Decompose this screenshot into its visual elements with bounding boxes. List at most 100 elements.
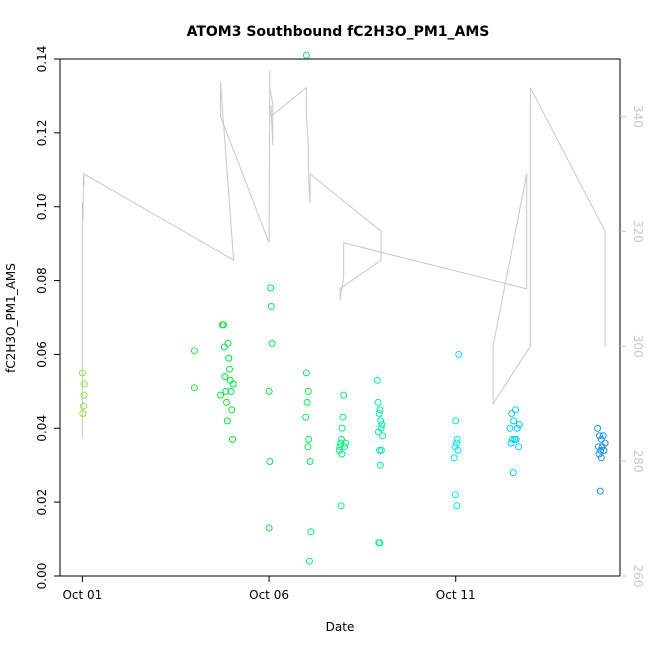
data-point [306,458,314,465]
data-point [266,458,274,465]
data-point [376,539,384,547]
data-point [78,369,86,377]
data-point [455,350,463,358]
data-point [512,406,519,414]
data-point [227,387,235,395]
data-point [228,406,236,414]
data-point [596,432,603,440]
data-point [594,424,602,432]
data-point [378,421,386,429]
data-point [190,384,198,392]
data-point [341,443,348,451]
y2-axis: 260 280 300 320 340 [620,105,645,587]
data-point [307,528,315,536]
chart-title: ATOM3 Southbound fC2H3O_PM1_AMS [187,24,490,40]
data-point [217,391,224,399]
data-point [594,443,602,451]
data-point [267,302,275,310]
data-point [302,51,310,59]
data-point [597,446,605,454]
data-point [507,439,515,447]
data-point [454,446,462,454]
data-point [80,402,87,410]
data-point [305,557,313,565]
data-point [229,435,236,443]
line-series-layer [81,70,606,439]
data-point [225,354,233,362]
data-point [340,391,348,399]
data-point [375,428,382,436]
data-point [265,387,273,395]
data-point [453,439,460,447]
data-point [267,284,275,292]
data-point [221,373,229,381]
y-tick-label: 0.02 [35,489,49,516]
y-tick-label: 0.08 [35,267,49,294]
data-point [80,380,88,388]
data-point [453,502,461,510]
data-point [599,432,607,440]
data-point [508,410,516,417]
data-point [336,443,344,451]
plot-frame [59,58,621,577]
data-point [376,406,384,414]
data-point [222,387,230,395]
y-tick-label: 0.12 [35,119,49,146]
data-point [512,435,520,443]
data-point [595,450,603,458]
data-point [224,339,232,347]
data-point [597,454,605,462]
y-axis-label: fC2H3O_PM1_AMS [4,263,18,373]
data-point [509,469,517,477]
data-point [515,421,523,429]
y2-tick-label: 280 [631,450,645,473]
data-point [342,439,350,447]
data-point [305,435,313,443]
data-point [375,410,383,417]
data-point [220,321,227,329]
data-point [304,387,312,395]
data-point [376,461,384,469]
y-tick-label: 0.04 [35,415,49,442]
data-point [377,417,385,425]
data-point [226,365,233,373]
data-point [597,435,605,443]
y2-tick-label: 320 [631,220,645,243]
data-point [223,398,230,406]
data-point [452,417,460,425]
y-tick-label: 0.06 [35,341,49,368]
data-point [302,369,310,377]
data-point [596,487,604,495]
data-point [510,417,518,425]
data-point [598,443,606,451]
data-point [229,380,237,388]
data-point [453,435,461,443]
data-point [506,424,514,432]
data-point [337,439,345,447]
data-point [450,454,458,462]
data-point [451,491,459,499]
data-point [220,343,228,351]
data-point [513,424,521,432]
data-point [265,524,273,532]
x-tick-label: Oct 01 [62,588,102,602]
data-point [509,435,516,443]
x-tick-label: Oct 06 [249,588,289,602]
data-point [379,432,387,440]
y-axis: 0.00 0.02 0.04 0.06 0.08 0.10 0.12 0.14 [35,46,60,590]
points-layer [78,51,609,565]
x-tick-label: Oct 11 [436,588,476,602]
data-point [338,424,346,432]
y-tick-label: 0.14 [35,46,49,73]
x-axis-label: Date [326,620,355,634]
data-point [337,502,345,510]
data-point [600,446,608,454]
data-point [79,410,87,417]
data-point [80,391,88,399]
data-point [515,443,522,451]
y-tick-label: 0.00 [35,563,49,590]
data-point [338,450,346,458]
y2-tick-label: 260 [631,565,645,588]
series-line [81,70,606,439]
